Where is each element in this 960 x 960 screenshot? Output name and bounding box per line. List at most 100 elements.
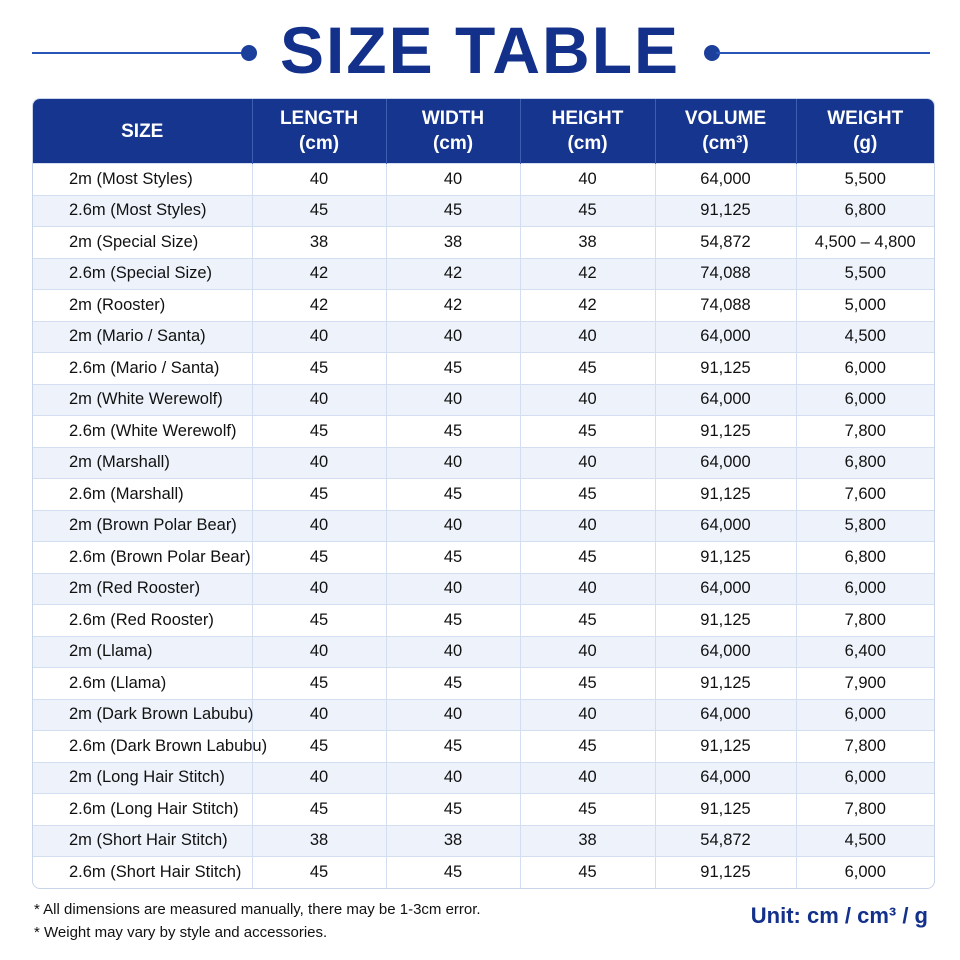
table-row: 2.6m (Dark Brown Labubu) 45 45 45 91,125 7,80…: [33, 730, 934, 762]
value-cell: 38: [519, 226, 655, 258]
value-cell: 64,000: [654, 635, 796, 668]
value-cell: 45: [385, 667, 520, 699]
value-cell: 74,088: [654, 257, 796, 290]
value-cell: 6,000: [795, 761, 934, 794]
table-row: 2m (Most Styles) 40 40 40 64,000 5,500: [33, 163, 934, 195]
value-cell: 45: [251, 194, 386, 227]
value-cell: 40: [519, 635, 655, 668]
size-cell: 2m (Long Hair Stitch): [33, 761, 252, 794]
value-cell: 6,800: [795, 446, 934, 479]
value-cell: 38: [385, 824, 520, 857]
table-row: 2.6m (White Werewolf) 45 45 45 91,125 7,800: [33, 415, 934, 447]
value-cell: 45: [519, 478, 655, 510]
value-cell: 4,500: [795, 320, 934, 353]
title: SIZE TABLE: [279, 13, 681, 87]
size-cell: 2.6m (Dark Brown Labubu): [33, 730, 267, 762]
value-cell: 91,125: [654, 194, 796, 227]
value-cell: 5,500: [795, 257, 934, 290]
size-cell: 2.6m (Special Size): [33, 257, 252, 290]
header-text: LENGTH: [279, 108, 359, 129]
value-cell: 40: [519, 320, 655, 353]
size-cell: 2.6m (Long Hair Stitch): [33, 793, 252, 825]
value-cell: 40: [519, 509, 655, 542]
value-cell: 40: [251, 320, 386, 353]
value-cell: 64,000: [654, 509, 796, 542]
header-cell: LENGTH (cm): [251, 99, 386, 164]
value-cell: 45: [385, 793, 520, 825]
value-cell: 40: [385, 635, 520, 668]
value-cell: 91,125: [654, 541, 796, 573]
size-cell: 2m (Mario / Santa): [33, 320, 252, 353]
table-row: 2.6m (Brown Polar Bear) 45 45 45 91,125 6,800: [33, 541, 934, 573]
value-cell: 45: [519, 793, 655, 825]
table-row: 2m (Rooster) 42 42 42 74,088 5,000: [33, 289, 934, 321]
value-cell: 7,800: [795, 730, 934, 762]
table-body: 2m (Most Styles) 40 40 40 64,000 5,500 2.6m (M…: [33, 163, 934, 888]
value-cell: 64,000: [654, 761, 796, 794]
value-cell: 64,000: [654, 698, 796, 731]
value-cell: 91,125: [654, 604, 796, 636]
value-cell: 40: [251, 572, 386, 605]
value-cell: 74,088: [654, 289, 796, 321]
value-cell: 54,872: [654, 824, 796, 857]
value-cell: 42: [251, 289, 386, 321]
table-row: 2m (Red Rooster) 40 40 40 64,000 6,000: [33, 572, 934, 605]
value-cell: 45: [385, 415, 520, 447]
table-row: 2m (Dark Brown Labubu) 40 40 40 64,000 6,000: [33, 698, 934, 731]
value-cell: 38: [385, 226, 520, 258]
table-row: 2m (Short Hair Stitch) 38 38 38 54,872 4,500: [33, 824, 934, 857]
table-row: 2m (Llama) 40 40 40 64,000 6,400: [33, 635, 934, 668]
value-cell: 45: [519, 604, 655, 636]
value-cell: 45: [519, 730, 655, 762]
value-cell: 40: [519, 163, 655, 195]
header-cell: WEIGHT (g): [795, 99, 934, 164]
value-cell: 45: [519, 194, 655, 227]
title-dot: [704, 45, 720, 61]
header-cell: SIZE: [33, 99, 252, 164]
table-row: 2m (Special Size) 38 38 38 54,872 4,500 – 4,8…: [33, 226, 934, 258]
table-frame: SIZE LENGTH (cm) WIDTH (cm) HEIGHT (cm) VOLUME (…: [32, 98, 935, 889]
note: * Weight may vary by style and accessori…: [34, 924, 328, 941]
value-cell: 7,600: [795, 478, 934, 510]
value-cell: 45: [385, 352, 520, 384]
size-cell: 2.6m (Llama): [33, 667, 252, 699]
table-row: 2.6m (Mario / Santa) 45 45 45 91,125 6,000: [33, 352, 934, 384]
value-cell: 5,800: [795, 509, 934, 542]
value-cell: 91,125: [654, 667, 796, 699]
value-cell: 6,800: [795, 194, 934, 227]
table-row: 2m (White Werewolf) 40 40 40 64,000 6,000: [33, 383, 934, 416]
value-cell: 42: [519, 257, 655, 290]
value-cell: 45: [519, 667, 655, 699]
value-cell: 42: [251, 257, 386, 290]
size-cell: 2.6m (Most Styles): [33, 194, 252, 227]
value-cell: 40: [251, 163, 386, 195]
size-cell: 2.6m (Brown Polar Bear): [33, 541, 252, 573]
header-text: WEIGHT: [827, 108, 904, 129]
size-cell: 2m (Marshall): [33, 446, 252, 479]
size-cell: 2.6m (White Werewolf): [33, 415, 252, 447]
value-cell: 64,000: [654, 320, 796, 353]
header-text: (cm): [432, 133, 474, 154]
value-cell: 40: [385, 320, 520, 353]
value-cell: 42: [385, 257, 520, 290]
table-row: 2.6m (Short Hair Stitch) 45 45 45 91,125 6,00…: [33, 856, 934, 888]
value-cell: 45: [519, 541, 655, 573]
value-cell: 40: [251, 698, 386, 731]
value-cell: 45: [519, 415, 655, 447]
header-cell: WIDTH (cm): [385, 99, 520, 164]
value-cell: 91,125: [654, 856, 796, 888]
value-cell: 5,000: [795, 289, 934, 321]
value-cell: 38: [519, 824, 655, 857]
value-cell: 45: [251, 856, 386, 888]
table-row: 2m (Marshall) 40 40 40 64,000 6,800: [33, 446, 934, 479]
value-cell: 6,800: [795, 541, 934, 573]
value-cell: 40: [519, 761, 655, 794]
title-rule: [716, 52, 930, 54]
value-cell: 40: [385, 698, 520, 731]
size-cell: 2m (Brown Polar Bear): [33, 509, 252, 542]
value-cell: 45: [385, 194, 520, 227]
value-cell: 45: [251, 415, 386, 447]
value-cell: 6,000: [795, 698, 934, 731]
value-cell: 7,800: [795, 604, 934, 636]
value-cell: 40: [385, 446, 520, 479]
